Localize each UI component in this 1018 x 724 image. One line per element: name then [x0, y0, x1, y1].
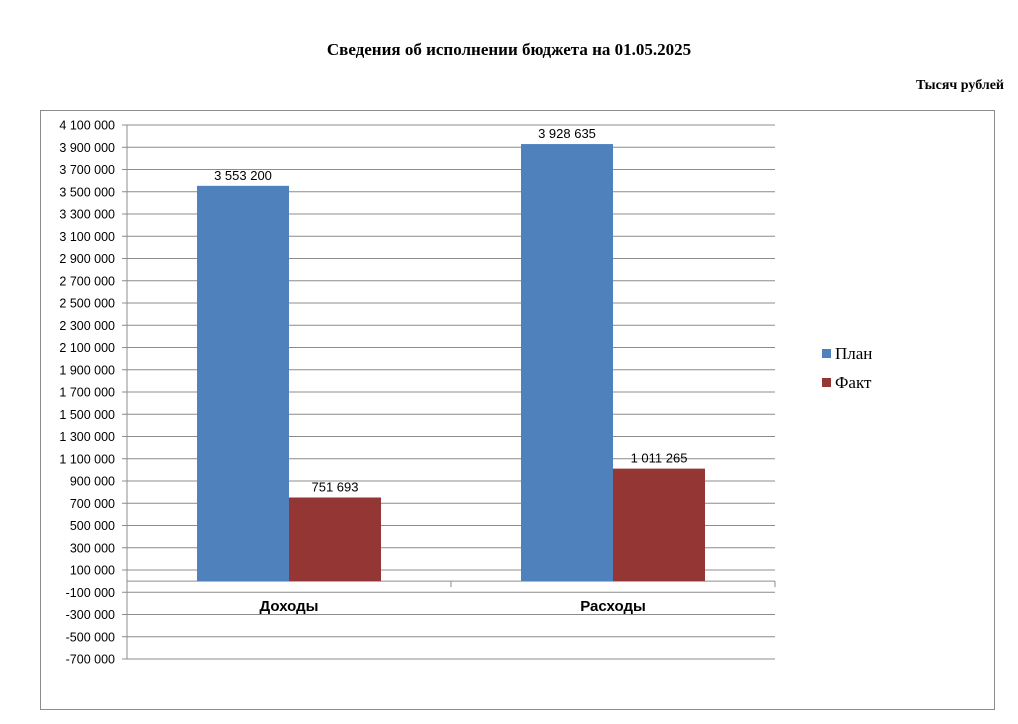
bar-0-0 [197, 185, 289, 582]
y-tick-label: 100 000 [70, 564, 115, 578]
legend-swatch [822, 349, 831, 358]
y-tick-label: 900 000 [70, 475, 115, 489]
y-tick-label: -700 000 [66, 653, 115, 667]
page-title: Сведения об исполнении бюджета на 01.05.… [326, 40, 692, 59]
data-label: 3 553 200 [214, 168, 272, 183]
bar-0-1 [521, 144, 613, 582]
y-tick-label: 3 300 000 [59, 208, 115, 222]
y-tick-label: 4 100 000 [59, 119, 115, 133]
units-label: Тысяч рублей [916, 78, 1004, 93]
y-tick-label: 3 700 000 [59, 163, 115, 177]
y-tick-label: 2 500 000 [59, 297, 115, 311]
y-tick-label: 2 300 000 [59, 319, 115, 333]
legend-label: План [835, 344, 872, 363]
y-tick-label: 1 500 000 [59, 408, 115, 422]
y-tick-label: 3 100 000 [59, 230, 115, 244]
y-tick-label: 2 100 000 [59, 341, 115, 355]
category-label: Доходы [260, 598, 319, 615]
bars [197, 144, 705, 582]
category-label: Расходы [580, 598, 646, 615]
legend: План Факт [822, 344, 872, 392]
data-label: 1 011 265 [631, 451, 688, 466]
y-tick-label: 1 100 000 [59, 452, 115, 466]
y-axis-ticks: 4 100 000 3 900 000 3 700 000 3 500 000 3 30… [59, 119, 115, 667]
y-tick-label: 1 900 000 [59, 363, 115, 377]
y-tick-label: -300 000 [66, 608, 115, 622]
chart-frame [40, 110, 995, 710]
y-tick-label: 1 700 000 [59, 386, 115, 400]
bar-1-0 [289, 497, 381, 582]
y-tick-label: 300 000 [70, 541, 115, 555]
bar-1-1 [613, 468, 705, 582]
y-tick-label: 500 000 [70, 519, 115, 533]
data-label: 3 928 635 [538, 126, 596, 141]
y-tick-label: -500 000 [66, 630, 115, 644]
legend-label: Факт [835, 373, 872, 392]
legend-swatch [822, 378, 831, 387]
category-labels: Доходы Расходы [260, 598, 646, 615]
y-tick-label: 2 700 000 [59, 274, 115, 288]
y-tick-label: 2 900 000 [59, 252, 115, 266]
data-label: 751 693 [312, 479, 359, 494]
y-tick-label: 1 300 000 [59, 430, 115, 444]
y-tick-label: -100 000 [66, 586, 115, 600]
data-labels: 3 553 200 751 693 3 928 635 1 011 265 [214, 126, 687, 494]
y-tick-label: 3 900 000 [59, 141, 115, 155]
y-tick-label: 3 500 000 [59, 185, 115, 199]
y-tick-label: 700 000 [70, 497, 115, 511]
